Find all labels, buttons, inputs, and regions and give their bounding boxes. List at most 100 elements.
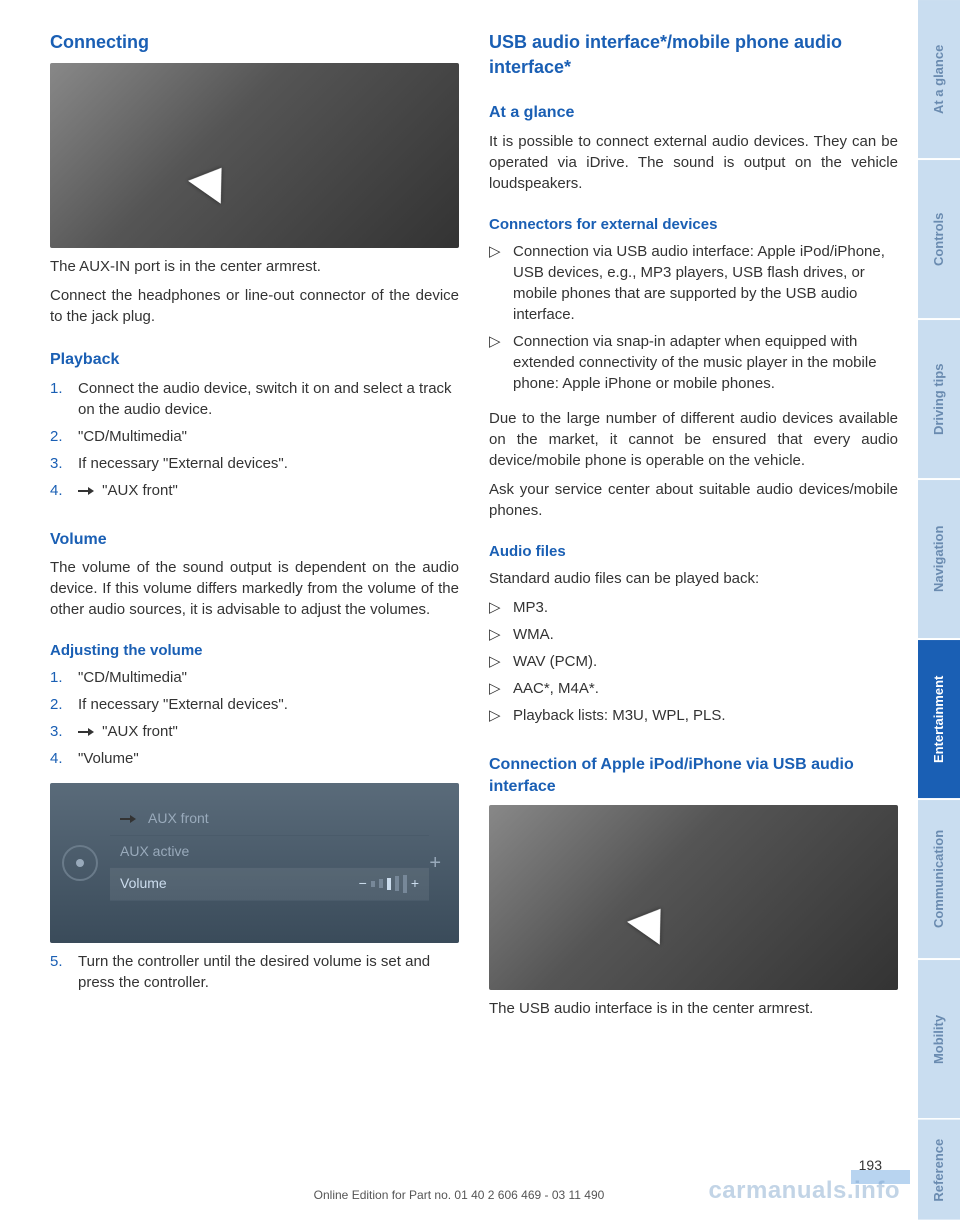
tab-at-a-glance[interactable]: At a glance xyxy=(918,0,960,158)
item-text: Connection via snap-in adapter when equi… xyxy=(513,331,898,394)
side-tabs: At a glanceControlsDriving tipsNavigatio… xyxy=(918,0,960,1222)
step-5: 5. Turn the controller until the desired… xyxy=(50,951,459,999)
heading-connectors: Connectors for external devices xyxy=(489,214,898,235)
vol-seg xyxy=(379,879,383,888)
text-usb-location: The USB audio interface is in the center… xyxy=(489,998,898,1019)
adjust-steps: 1. "CD/Multimedia" 2. If necessary "Externa… xyxy=(50,667,459,775)
bullet-icon: ▷ xyxy=(489,241,503,262)
aux-icon xyxy=(78,486,94,496)
figure-aux-port xyxy=(50,63,459,248)
bullet-icon: ▷ xyxy=(489,624,503,645)
item-text: Connect the audio device, switch it on a… xyxy=(78,378,459,420)
text-due: Due to the large number of different aud… xyxy=(489,408,898,471)
heading-adjust-volume: Adjusting the volume xyxy=(50,640,459,661)
item-text: WMA. xyxy=(513,624,554,645)
tab-entertainment[interactable]: Entertainment xyxy=(918,640,960,798)
playback-steps: 1. Connect the audio device, switch it on… xyxy=(50,378,459,507)
tab-communication[interactable]: Communication xyxy=(918,800,960,958)
item-text: WAV (PCM). xyxy=(513,651,597,672)
item-text: "Volume" xyxy=(78,748,139,769)
connectors-list: ▷ Connection via USB audio interface: App… xyxy=(489,241,898,400)
heading-apple-connection: Connection of Apple iPod/iPhone via USB … xyxy=(489,754,898,799)
list-item: 2. If necessary "External devices". xyxy=(50,694,459,715)
list-item: 4. "AUX front" xyxy=(50,480,459,501)
arrow-icon xyxy=(627,898,677,946)
vol-seg xyxy=(395,876,399,891)
bullet-icon: ▷ xyxy=(489,597,503,618)
screen-aux-active: AUX active xyxy=(120,842,189,862)
text-volume: The volume of the sound output is depend… xyxy=(50,557,459,620)
right-column: USB audio interface*/mobile phone audio … xyxy=(489,30,898,1202)
list-item: 1. Connect the audio device, switch it on… xyxy=(50,378,459,420)
arrow-icon xyxy=(188,156,238,204)
step-number: 2. xyxy=(50,694,68,715)
item-text: "AUX front" xyxy=(78,721,178,742)
vol-seg xyxy=(387,878,391,890)
heading-volume: Volume xyxy=(50,529,459,551)
list-item: ▷ WAV (PCM). xyxy=(489,651,898,672)
bullet-icon: ▷ xyxy=(489,705,503,726)
list-item: 5. Turn the controller until the desired… xyxy=(50,951,459,993)
screen-row-active: AUX active xyxy=(110,836,429,869)
audio-files-list: ▷ MP3. ▷ WMA. ▷ WAV (PCM). ▷ AAC*, M4A*. ▷ Playba… xyxy=(489,597,898,732)
text-ask: Ask your service center about suitable a… xyxy=(489,479,898,521)
item-text: If necessary "External devices". xyxy=(78,694,288,715)
plus-icon: + xyxy=(429,849,441,877)
item-text: "AUX front" xyxy=(78,480,178,501)
item-text: If necessary "External devices". xyxy=(78,453,288,474)
figure-idrive-screen: + AUX front AUX active Volume − xyxy=(50,783,459,943)
vol-seg xyxy=(371,881,375,887)
tab-mobility[interactable]: Mobility xyxy=(918,960,960,1118)
screen-content: AUX front AUX active Volume − xyxy=(110,803,429,901)
bullet-icon: ▷ xyxy=(489,678,503,699)
minus-icon: − xyxy=(359,874,367,894)
list-item: ▷ AAC*, M4A*. xyxy=(489,678,898,699)
step-text: Turn the controller until the desired vo… xyxy=(78,951,459,993)
list-item: ▷ Connection via snap-in adapter when equ… xyxy=(489,331,898,394)
heading-usb-interface: USB audio interface*/mobile phone audio … xyxy=(489,30,898,80)
item-text: Playback lists: M3U, WPL, PLS. xyxy=(513,705,726,726)
list-item: 3. "AUX front" xyxy=(50,721,459,742)
page: Connecting The AUX-IN port is in the cen… xyxy=(0,0,960,1222)
text-audio-files: Standard audio files can be played back: xyxy=(489,568,898,589)
watermark: carmanuals.info xyxy=(708,1174,900,1208)
step-number: 3. xyxy=(50,453,68,474)
text-aux-location: The AUX-IN port is in the center armrest… xyxy=(50,256,459,277)
heading-connecting: Connecting xyxy=(50,30,459,55)
item-text: "CD/Multimedia" xyxy=(78,426,187,447)
step-number: 4. xyxy=(50,748,68,769)
step-number: 1. xyxy=(50,378,68,399)
item-text: "CD/Multimedia" xyxy=(78,667,187,688)
tab-reference[interactable]: Reference xyxy=(918,1120,960,1220)
aux-front-icon xyxy=(120,814,136,824)
aux-icon xyxy=(78,727,94,737)
step-number: 3. xyxy=(50,721,68,742)
content-area: Connecting The AUX-IN port is in the cen… xyxy=(0,0,918,1222)
figure-usb-port xyxy=(489,805,898,990)
list-item: 3. If necessary "External devices". xyxy=(50,453,459,474)
list-item: 1. "CD/Multimedia" xyxy=(50,667,459,688)
item-text: AAC*, M4A*. xyxy=(513,678,599,699)
left-column: Connecting The AUX-IN port is in the cen… xyxy=(50,30,459,1202)
text-glance: It is possible to connect external audio… xyxy=(489,131,898,194)
tab-controls[interactable]: Controls xyxy=(918,160,960,318)
step-number: 1. xyxy=(50,667,68,688)
screen-row-volume: Volume − + xyxy=(110,868,429,901)
list-item: ▷ Playback lists: M3U, WPL, PLS. xyxy=(489,705,898,726)
heading-playback: Playback xyxy=(50,349,459,371)
bullet-icon: ▷ xyxy=(489,651,503,672)
list-item: ▷ WMA. xyxy=(489,624,898,645)
screen-title-row: AUX front xyxy=(110,803,429,836)
step-number: 4. xyxy=(50,480,68,501)
item-text: Connection via USB audio interface: Appl… xyxy=(513,241,898,325)
step-number: 2. xyxy=(50,426,68,447)
list-item: 2. "CD/Multimedia" xyxy=(50,426,459,447)
text-connect-headphones: Connect the headphones or line-out conne… xyxy=(50,285,459,327)
list-item: ▷ MP3. xyxy=(489,597,898,618)
item-text: MP3. xyxy=(513,597,548,618)
bullet-icon: ▷ xyxy=(489,331,503,352)
screen-volume-label: Volume xyxy=(120,874,167,894)
list-item: ▷ Connection via USB audio interface: App… xyxy=(489,241,898,325)
tab-driving-tips[interactable]: Driving tips xyxy=(918,320,960,478)
tab-navigation[interactable]: Navigation xyxy=(918,480,960,638)
